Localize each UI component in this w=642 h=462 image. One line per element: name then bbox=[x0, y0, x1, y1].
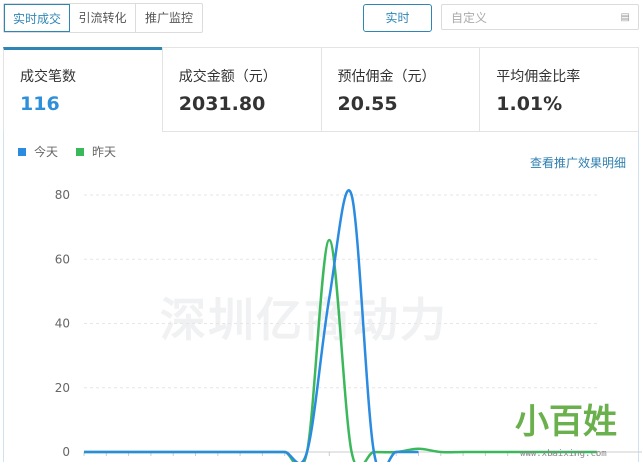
view-tabs: 实时成交 引流转化 推广监控 bbox=[3, 3, 203, 33]
legend-swatch-today bbox=[18, 148, 26, 156]
stat-label: 预估佣金（元） bbox=[337, 69, 436, 85]
stat-deal-amount[interactable]: 成交金额（元） 2031.80 bbox=[161, 48, 321, 131]
chart-legend: 今天 昨天 bbox=[18, 145, 116, 159]
y-tick-label: 20 bbox=[55, 381, 70, 395]
corner-logo: 小百姓 bbox=[515, 402, 617, 442]
stat-label: 平均佣金比率 bbox=[496, 69, 581, 85]
stat-value: 20.55 bbox=[337, 93, 398, 115]
stat-est-commission[interactable]: 预估佣金（元） 20.55 bbox=[320, 48, 480, 131]
legend-label: 昨天 bbox=[92, 145, 117, 159]
stat-label: 成交笔数 bbox=[20, 69, 76, 85]
series-line-today bbox=[84, 189, 419, 462]
y-tick-label: 40 bbox=[55, 317, 70, 331]
legend-yesterday[interactable]: 昨天 bbox=[76, 145, 116, 159]
corner-logo-site: www.xbaixing.com bbox=[520, 449, 607, 459]
y-tick-label: 80 bbox=[55, 188, 70, 202]
y-tick-label: 60 bbox=[55, 252, 70, 266]
stat-value: 2031.80 bbox=[178, 93, 266, 115]
stat-avg-commission-rate[interactable]: 平均佣金比率 1.01% bbox=[479, 48, 638, 131]
custom-date-placeholder: 自定义 bbox=[451, 11, 488, 25]
realtime-button[interactable]: 实时 bbox=[363, 4, 432, 32]
tab-traffic-conversion[interactable]: 引流转化 bbox=[70, 4, 136, 32]
legend-today[interactable]: 今天 bbox=[18, 145, 58, 159]
stat-deal-count[interactable]: 成交笔数 116 bbox=[3, 47, 162, 133]
chart-panel bbox=[3, 131, 639, 462]
legend-label: 今天 bbox=[34, 145, 59, 159]
y-tick-label: 0 bbox=[62, 445, 70, 459]
calendar-icon[interactable]: ▤ bbox=[620, 12, 630, 23]
watermark: 深圳亿商动力 bbox=[160, 293, 448, 347]
tab-promotion-monitor[interactable]: 推广监控 bbox=[144, 11, 193, 25]
legend-swatch-yesterday bbox=[76, 148, 85, 156]
tab-realtime-deals[interactable]: 实时成交 bbox=[4, 4, 70, 32]
stats-row: 成交笔数 116 成交金额（元） 2031.80 预估佣金（元） 20.55 平均佣金… bbox=[3, 47, 639, 133]
view-promotion-details-link[interactable]: 查看推广效果明细 bbox=[529, 156, 626, 170]
stat-label: 成交金额（元） bbox=[178, 69, 277, 85]
stat-value: 116 bbox=[20, 93, 60, 115]
stat-value: 1.01% bbox=[496, 93, 563, 115]
custom-date-input[interactable]: 自定义 ▤ bbox=[441, 4, 639, 30]
